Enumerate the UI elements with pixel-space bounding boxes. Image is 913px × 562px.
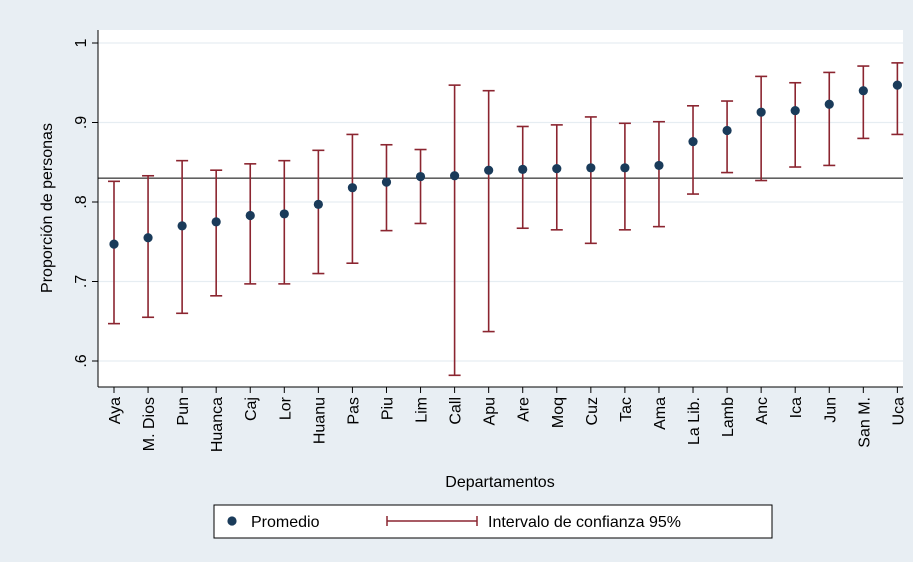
errorbar-uca [891, 62, 904, 136]
mean-point [790, 105, 800, 116]
y-tick-label: .6 [73, 354, 90, 367]
grid-lines [98, 42, 903, 362]
x-tick-label: Huanca [209, 397, 226, 452]
mean-point [347, 183, 358, 193]
errorbar-jun [823, 71, 836, 167]
mean-point [586, 163, 596, 173]
x-tick-label: Piu [379, 397, 396, 420]
x-tick-label: Are [516, 397, 533, 422]
errorbar-apu [482, 89, 495, 333]
x-tick-label: Call [448, 397, 465, 425]
y-tick-label: 1 [73, 38, 90, 47]
mean-point [177, 221, 187, 231]
errorbar-la-lib [687, 105, 700, 195]
mean-point [143, 233, 153, 243]
axes [97, 30, 903, 388]
x-tick-label: Anc [754, 397, 771, 425]
mean-point [552, 164, 562, 174]
errorbar-cuz [584, 116, 597, 245]
mean-point [620, 163, 630, 173]
x-tick-label: Lamb [720, 397, 737, 437]
legend-label-promedio: Promedio [251, 514, 320, 531]
y-tick-label: .8 [73, 195, 90, 208]
errorbar-tac [618, 122, 631, 231]
x-tick-label: Ica [788, 397, 805, 418]
x-tick-label: Lor [277, 396, 294, 420]
y-ticks: .6 .7 .8 .9 1 [73, 38, 98, 368]
mean-point [279, 209, 289, 219]
x-tick-label: Lim [414, 397, 431, 423]
x-tick-label: Apu [482, 397, 499, 425]
mean-point [892, 80, 902, 90]
error-bars [108, 62, 904, 377]
errorbar-are [516, 125, 529, 230]
x-tick-label: San M. [856, 397, 873, 448]
errorbar-lamb [721, 100, 734, 174]
errorbar-pun [176, 159, 189, 315]
x-tick-label: Pas [345, 397, 362, 425]
x-tick-label: Ama [652, 397, 669, 430]
x-tick-label: Caj [243, 397, 260, 421]
errorbar-piu [380, 143, 393, 232]
errorbar-ama [652, 120, 665, 228]
plot-area [98, 30, 903, 387]
errorbar-moq [550, 124, 563, 231]
errorbar-lim [414, 148, 427, 225]
mean-point [450, 171, 460, 181]
mean-point [415, 171, 426, 182]
mean-point [756, 107, 766, 117]
x-tick-label: Moq [550, 397, 567, 428]
x-tick-label: Aya [107, 397, 124, 424]
errorbar-aya [108, 180, 120, 325]
x-axis-title: Departamentos [445, 474, 554, 491]
errorbar-lor [278, 159, 291, 285]
mean-point [518, 164, 528, 175]
mean-point [858, 86, 868, 96]
x-tick-label: Cuz [584, 397, 601, 425]
mean-point [722, 125, 732, 136]
mean-points [109, 80, 902, 249]
mean-point [484, 165, 494, 175]
mean-point [313, 199, 323, 209]
x-tick-label: Tac [618, 397, 635, 422]
errorbar-call [448, 84, 461, 377]
errorbar-anc [755, 75, 768, 182]
errorbar-caj [244, 163, 257, 285]
y-tick-label: .9 [73, 116, 90, 129]
mean-point [824, 99, 834, 109]
mean-point [211, 217, 221, 227]
x-tick-label: Uca [890, 397, 907, 426]
legend: Promedio Intervalo de confianza 95% [213, 504, 773, 539]
mean-point [381, 177, 392, 187]
legend-label-intervalo: Intervalo de confianza 95% [488, 514, 681, 531]
errorbar-m-dios [142, 174, 155, 319]
x-tick-label: M. Dios [141, 397, 158, 451]
errorbar-huanu [312, 149, 325, 275]
errorbar-huanca [210, 169, 223, 297]
mean-point [245, 210, 255, 221]
x-tick-label: La Lib. [686, 397, 703, 445]
x-tick-label: Jun [822, 397, 839, 423]
legend-point-marker [227, 516, 237, 526]
legend-errorbar-marker [386, 516, 478, 526]
mean-point [109, 239, 119, 249]
y-axis-title: Proporción de personas [39, 123, 56, 293]
errorbar-pas [346, 133, 359, 265]
y-tick-label: .7 [73, 275, 90, 288]
x-ticks: Aya M. Dios Pun Huanca Caj Lor Huanu Pas Piu Lim C… [107, 387, 907, 452]
legend-box [213, 504, 773, 539]
mean-point [688, 136, 698, 147]
x-tick-label: Pun [175, 397, 192, 425]
mean-point [654, 160, 664, 171]
errorbar-ica [789, 81, 802, 168]
x-tick-label: Huanu [311, 397, 328, 444]
errorbar-san-m [857, 65, 870, 140]
